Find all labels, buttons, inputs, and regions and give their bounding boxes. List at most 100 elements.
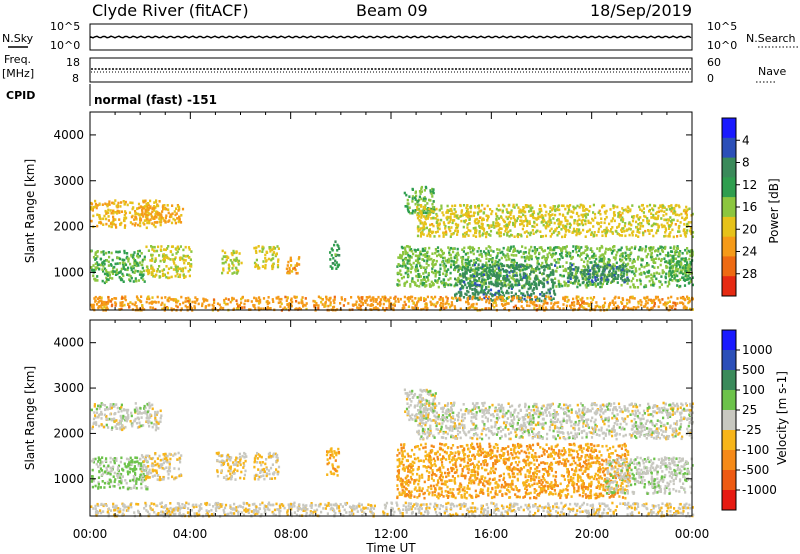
heatmap-cell <box>504 255 507 259</box>
heatmap-cell <box>407 259 410 263</box>
heatmap-cell <box>644 303 647 306</box>
heatmap-cell <box>568 226 572 229</box>
heatmap-cell <box>496 279 499 283</box>
heatmap-cell <box>94 262 97 266</box>
heatmap-cell <box>441 211 444 214</box>
heatmap-cell <box>613 213 616 217</box>
heatmap-cell <box>675 263 678 267</box>
heatmap-cell <box>544 298 547 301</box>
nsky-label: N.Sky <box>2 32 34 45</box>
heatmap-cell <box>555 261 558 264</box>
heatmap-cell <box>608 303 611 306</box>
heatmap-cell <box>454 265 457 269</box>
heatmap-cell <box>416 275 419 279</box>
heatmap-cell <box>501 295 504 299</box>
heatmap-cell <box>204 298 207 301</box>
heatmap-cell <box>138 249 141 253</box>
heatmap-cell <box>495 222 498 225</box>
heatmap-cell <box>139 270 142 273</box>
heatmap-cell <box>426 257 429 260</box>
heatmap-cell <box>506 210 509 214</box>
heatmap-cell <box>280 297 283 301</box>
heatmap-cell <box>650 229 653 232</box>
heatmap-cell <box>484 282 487 285</box>
heatmap-cell <box>555 207 558 211</box>
heatmap-cell <box>546 267 549 270</box>
heatmap-cell <box>612 256 615 259</box>
heatmap-cell <box>643 214 646 218</box>
heatmap-cell <box>596 263 599 267</box>
heatmap-cell <box>151 216 154 219</box>
heatmap-cell <box>613 248 616 252</box>
heatmap-cell <box>109 209 112 212</box>
heatmap-cell <box>410 249 413 253</box>
heatmap-cell <box>170 275 173 279</box>
heatmap-cell <box>419 235 422 238</box>
heatmap-cell <box>176 265 179 269</box>
heatmap-cell <box>528 222 531 225</box>
heatmap-cell <box>604 212 607 215</box>
heatmap-cell <box>429 199 432 202</box>
heatmap-cell <box>486 263 489 267</box>
heatmap-cell <box>443 307 446 310</box>
heatmap-cell <box>415 284 418 288</box>
heatmap-cell <box>219 306 222 309</box>
heatmap-cell <box>544 225 547 228</box>
heatmap-cell <box>564 295 567 299</box>
heatmap-cell <box>586 248 589 251</box>
heatmap-cell <box>497 208 500 212</box>
heatmap-cell <box>416 216 420 220</box>
heatmap-cell <box>250 300 253 303</box>
heatmap-cell <box>426 217 429 220</box>
heatmap-cell <box>455 261 458 264</box>
heatmap-cell <box>145 245 148 249</box>
heatmap-cell <box>179 258 182 261</box>
heatmap-cell <box>483 292 487 295</box>
heatmap-cell <box>137 298 140 302</box>
heatmap-cell <box>399 297 402 301</box>
heatmap-cell <box>545 210 548 214</box>
heatmap-cell <box>138 261 141 264</box>
heatmap-cell <box>531 289 534 292</box>
heatmap-cell <box>141 263 144 267</box>
heatmap-cell <box>620 228 623 232</box>
heatmap-cell <box>287 304 290 307</box>
heatmap-cell <box>515 274 519 277</box>
heatmap-cell <box>608 274 611 277</box>
heatmap-cell <box>578 247 581 251</box>
heatmap-cell <box>479 259 482 263</box>
heatmap-cell <box>142 200 145 204</box>
heatmap-cell <box>459 307 462 311</box>
heatmap-cell <box>552 248 555 251</box>
heatmap-cell <box>472 214 475 217</box>
heatmap-cell <box>669 254 672 257</box>
heatmap-cell <box>691 235 694 238</box>
heatmap-cell <box>428 258 431 261</box>
heatmap-cell <box>334 259 337 263</box>
heatmap-cell <box>644 249 647 253</box>
heatmap-cell <box>621 255 624 258</box>
heatmap-cell <box>440 218 443 222</box>
heatmap-cell <box>622 261 625 265</box>
heatmap-cell <box>457 268 460 272</box>
heatmap-cell <box>336 253 339 257</box>
heatmap-cell <box>481 233 484 237</box>
heatmap-cell <box>105 270 108 274</box>
heatmap-cell <box>439 263 442 267</box>
heatmap-cell <box>279 305 282 308</box>
heatmap-cell <box>512 250 515 253</box>
heatmap-cell <box>571 263 574 267</box>
heatmap-cell <box>652 208 655 212</box>
heatmap-cell <box>139 219 142 222</box>
heatmap-cell <box>319 296 322 300</box>
heatmap-cell <box>140 273 143 276</box>
heatmap-cell <box>119 262 122 265</box>
heatmap-cell <box>105 217 108 221</box>
heatmap-cell <box>564 268 567 272</box>
heatmap-cell <box>449 216 452 219</box>
heatmap-cell <box>412 301 415 305</box>
heatmap-cell <box>557 205 560 209</box>
heatmap-cell <box>510 245 513 249</box>
heatmap-cell <box>609 208 612 211</box>
heatmap-cell <box>554 293 557 296</box>
